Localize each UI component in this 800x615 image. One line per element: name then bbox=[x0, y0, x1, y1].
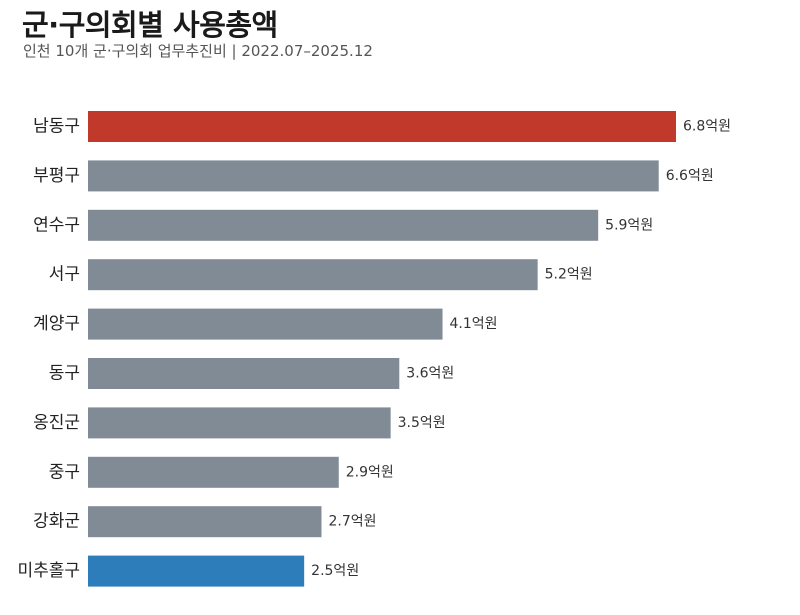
category-label: 동구 bbox=[49, 364, 80, 384]
bar-9 bbox=[88, 555, 305, 587]
category-label: 강화군 bbox=[33, 512, 80, 532]
value-label: 4.1억원 bbox=[450, 316, 498, 332]
bar-1 bbox=[88, 160, 659, 192]
value-label: 3.5억원 bbox=[398, 415, 446, 431]
chart-subtitle: 인천 10개 군·구의회 업무추진비 | 2022.07–2025.12 bbox=[23, 42, 373, 60]
category-label: 부평구 bbox=[33, 166, 80, 186]
bar-4 bbox=[88, 308, 443, 340]
bar-2 bbox=[88, 209, 599, 241]
bar-7 bbox=[88, 456, 339, 488]
value-label: 2.7억원 bbox=[328, 514, 376, 530]
bar-6 bbox=[88, 407, 391, 439]
category-label: 연수구 bbox=[33, 215, 80, 235]
bar-5 bbox=[88, 358, 400, 389]
chart-title: 군·구의회별 사용총액 bbox=[22, 8, 278, 42]
category-label: 미추홀구 bbox=[17, 561, 80, 581]
value-label: 6.6억원 bbox=[666, 168, 714, 184]
value-label: 3.6억원 bbox=[406, 366, 454, 382]
value-label: 5.2억원 bbox=[545, 267, 593, 283]
value-label: 6.8억원 bbox=[683, 119, 731, 135]
category-label: 계양구 bbox=[33, 314, 80, 334]
category-label: 서구 bbox=[49, 265, 80, 285]
category-label: 옹진군 bbox=[33, 413, 80, 433]
bar-3 bbox=[88, 259, 538, 291]
value-label: 2.9억원 bbox=[346, 464, 394, 480]
value-label: 2.5억원 bbox=[311, 563, 359, 579]
category-label: 남동구 bbox=[33, 117, 80, 137]
bar-0 bbox=[88, 111, 676, 142]
bar-8 bbox=[88, 506, 322, 538]
value-label: 5.9억원 bbox=[605, 217, 653, 233]
category-label: 중구 bbox=[49, 462, 80, 482]
